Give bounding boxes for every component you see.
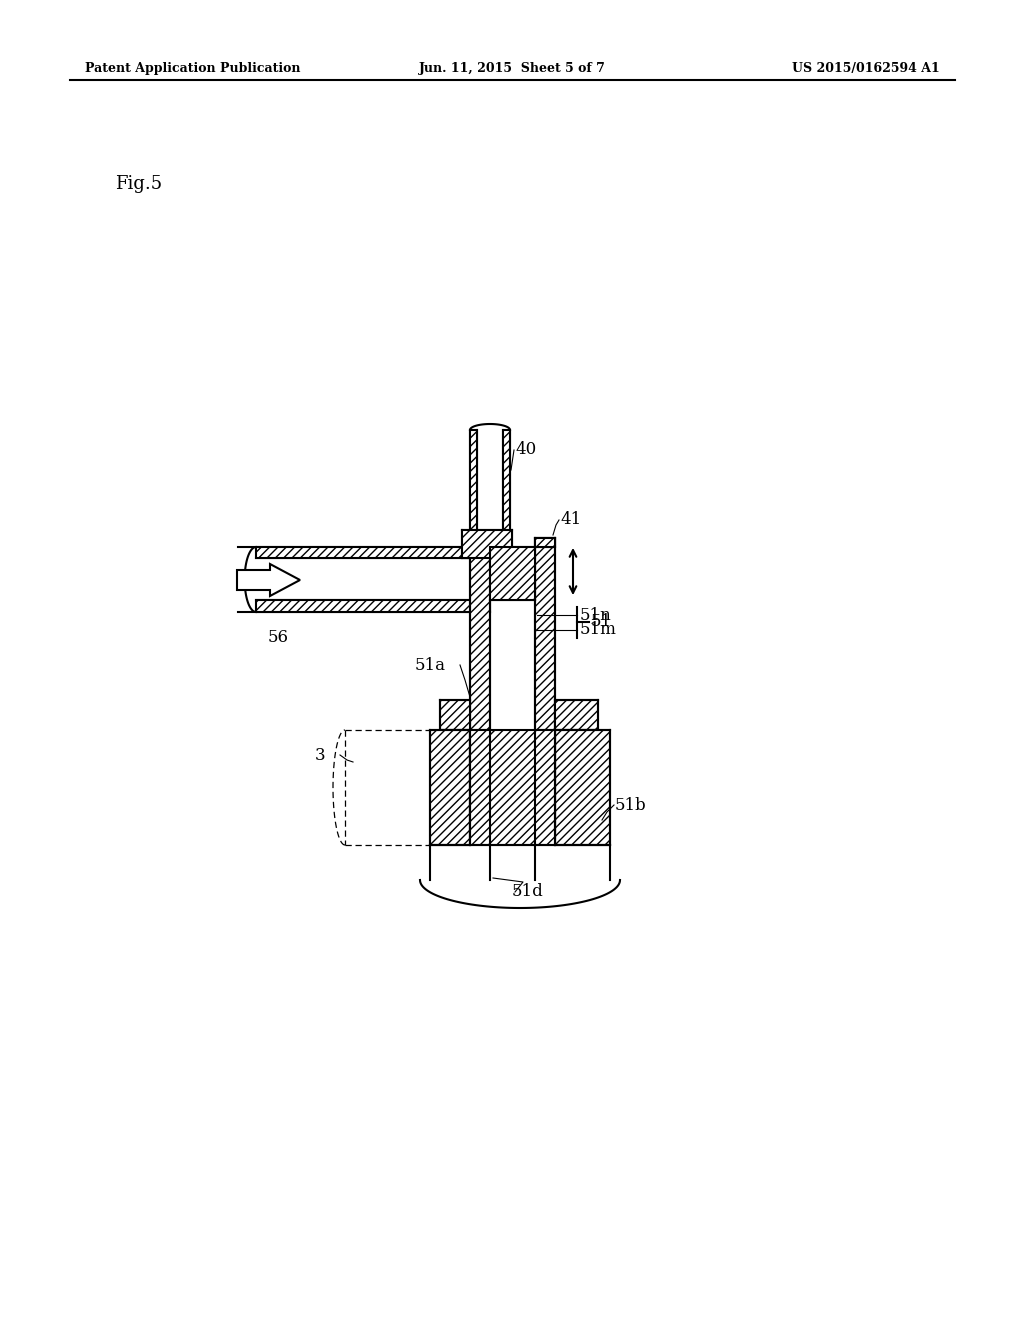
Bar bbox=[440, 700, 470, 730]
Text: Fig.5: Fig.5 bbox=[115, 176, 162, 193]
Text: 41: 41 bbox=[560, 511, 582, 528]
Polygon shape bbox=[490, 539, 555, 601]
Text: 51d: 51d bbox=[512, 883, 544, 900]
Text: 51n: 51n bbox=[580, 606, 611, 623]
Bar bbox=[470, 730, 555, 845]
Bar bbox=[555, 700, 598, 730]
Text: US 2015/0162594 A1: US 2015/0162594 A1 bbox=[793, 62, 940, 75]
Text: 51b: 51b bbox=[615, 796, 647, 813]
Text: Patent Application Publication: Patent Application Publication bbox=[85, 62, 300, 75]
Text: 56: 56 bbox=[268, 630, 289, 647]
Text: 40: 40 bbox=[515, 441, 537, 458]
Text: 51: 51 bbox=[591, 614, 612, 631]
Bar bbox=[256, 546, 490, 558]
Text: 3: 3 bbox=[315, 747, 326, 763]
Bar bbox=[470, 430, 477, 539]
Text: Jun. 11, 2015  Sheet 5 of 7: Jun. 11, 2015 Sheet 5 of 7 bbox=[419, 62, 605, 75]
Text: 51a: 51a bbox=[415, 656, 446, 673]
Bar bbox=[462, 531, 512, 558]
Bar bbox=[430, 730, 470, 845]
Bar bbox=[535, 539, 555, 730]
Bar bbox=[503, 430, 510, 539]
Bar bbox=[256, 601, 490, 612]
Polygon shape bbox=[237, 564, 300, 597]
Bar bbox=[470, 539, 490, 730]
Bar bbox=[555, 730, 610, 845]
Text: 51m: 51m bbox=[580, 622, 616, 639]
